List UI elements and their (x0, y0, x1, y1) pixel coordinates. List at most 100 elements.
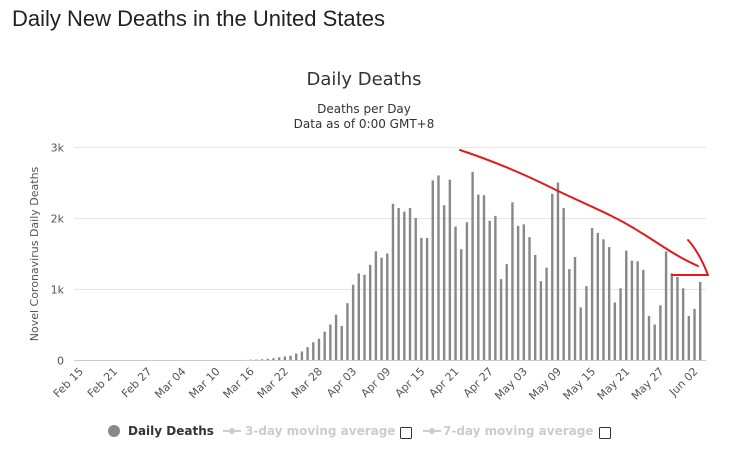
bar[interactable] (283, 356, 287, 360)
bar[interactable] (460, 249, 463, 360)
bar[interactable] (482, 195, 486, 360)
bar[interactable] (260, 359, 264, 360)
bar[interactable] (511, 202, 514, 360)
bar[interactable] (403, 211, 406, 360)
bar[interactable] (647, 315, 651, 360)
bar[interactable] (653, 324, 656, 361)
bar[interactable] (499, 279, 503, 360)
bar[interactable] (693, 308, 696, 360)
bar[interactable] (630, 260, 634, 360)
bar[interactable] (636, 261, 639, 360)
bar[interactable] (448, 179, 452, 360)
legend-item-3-day-moving-average[interactable]: 3-day moving average (223, 424, 395, 438)
bar[interactable] (289, 355, 292, 360)
x-tick-label: May 03 (492, 365, 530, 403)
page-title: Daily New Deaths in the United States (12, 6, 385, 31)
bar[interactable] (465, 222, 469, 360)
bar[interactable] (619, 288, 622, 360)
bar[interactable] (340, 325, 343, 360)
bar[interactable] (545, 267, 548, 360)
bar[interactable] (562, 208, 565, 360)
bar[interactable] (579, 307, 582, 360)
bar[interactable] (602, 239, 605, 360)
checkbox-7-day-moving-average[interactable] (599, 427, 611, 439)
bar[interactable] (380, 257, 383, 360)
bar[interactable] (277, 357, 281, 360)
bar[interactable] (607, 247, 611, 360)
bar[interactable] (488, 220, 491, 360)
bar[interactable] (363, 274, 366, 360)
bar[interactable] (306, 347, 309, 360)
chart-subtitle-line1: Deaths per Day (317, 102, 411, 116)
bar[interactable] (676, 276, 679, 360)
bar[interactable] (528, 237, 531, 360)
bar[interactable] (573, 257, 577, 360)
bar[interactable] (374, 251, 378, 360)
chart-title: Daily Deaths (306, 69, 421, 90)
bar[interactable] (505, 264, 508, 360)
bar[interactable] (437, 175, 440, 360)
bar[interactable] (699, 281, 702, 360)
legend-item-7-day-moving-average[interactable]: 7-day moving average (423, 424, 593, 438)
bar[interactable] (408, 208, 412, 360)
bar[interactable] (590, 227, 594, 360)
bar[interactable] (329, 324, 332, 361)
bar[interactable] (357, 273, 361, 360)
bar[interactable] (334, 314, 338, 360)
legend-item-daily-deaths[interactable]: Daily Deaths (108, 424, 214, 438)
bar[interactable] (539, 281, 543, 360)
bar[interactable] (556, 182, 560, 361)
bars (243, 171, 702, 361)
bar[interactable] (659, 305, 662, 360)
bar[interactable] (596, 232, 599, 360)
bar[interactable] (255, 359, 258, 361)
bar[interactable] (477, 194, 480, 360)
y-axis-label: Novel Coronavirus Daily Deaths (28, 166, 41, 341)
checkbox-3-day-moving-average[interactable] (400, 427, 412, 439)
bar[interactable] (642, 269, 645, 360)
bar[interactable] (551, 193, 554, 360)
x-tick-label: Apr 15 (392, 365, 427, 400)
bar[interactable] (386, 253, 389, 361)
y-tick-label: 3k (51, 142, 65, 155)
bar[interactable] (272, 358, 275, 360)
x-tick-label: Feb 27 (119, 365, 154, 400)
bar[interactable] (312, 342, 315, 360)
x-tick-label: Apr 27 (461, 365, 496, 400)
bar[interactable] (494, 215, 497, 360)
bar[interactable] (471, 171, 474, 360)
bar[interactable] (664, 251, 668, 360)
bar[interactable] (391, 203, 395, 360)
x-tick-label: Mar 10 (186, 365, 222, 401)
bar[interactable] (681, 288, 685, 360)
bar[interactable] (317, 338, 321, 360)
bar[interactable] (414, 218, 417, 360)
bar[interactable] (625, 250, 628, 360)
bar[interactable] (323, 331, 326, 360)
bar[interactable] (613, 302, 617, 360)
bar[interactable] (431, 180, 434, 360)
bar[interactable] (351, 284, 355, 360)
bar[interactable] (266, 358, 269, 360)
bar[interactable] (300, 351, 304, 360)
bar[interactable] (295, 353, 298, 360)
bar[interactable] (442, 205, 446, 360)
bar[interactable] (425, 237, 429, 360)
bar[interactable] (585, 286, 588, 360)
bar[interactable] (397, 208, 400, 360)
bar[interactable] (454, 226, 457, 360)
bar[interactable] (516, 225, 520, 360)
bar[interactable] (346, 303, 349, 360)
legend-label-3-day: 3-day moving average (245, 424, 395, 438)
bar[interactable] (368, 264, 372, 360)
bar[interactable] (522, 224, 526, 360)
bar[interactable] (534, 254, 537, 360)
bar[interactable] (670, 273, 673, 360)
x-tick-label: May 27 (629, 365, 667, 403)
legend-label-daily-deaths: Daily Deaths (128, 424, 214, 438)
bar[interactable] (568, 269, 571, 360)
legend: Daily Deaths 3-day moving average 7-day … (108, 424, 611, 439)
bar[interactable] (687, 315, 691, 360)
bar[interactable] (420, 237, 423, 360)
